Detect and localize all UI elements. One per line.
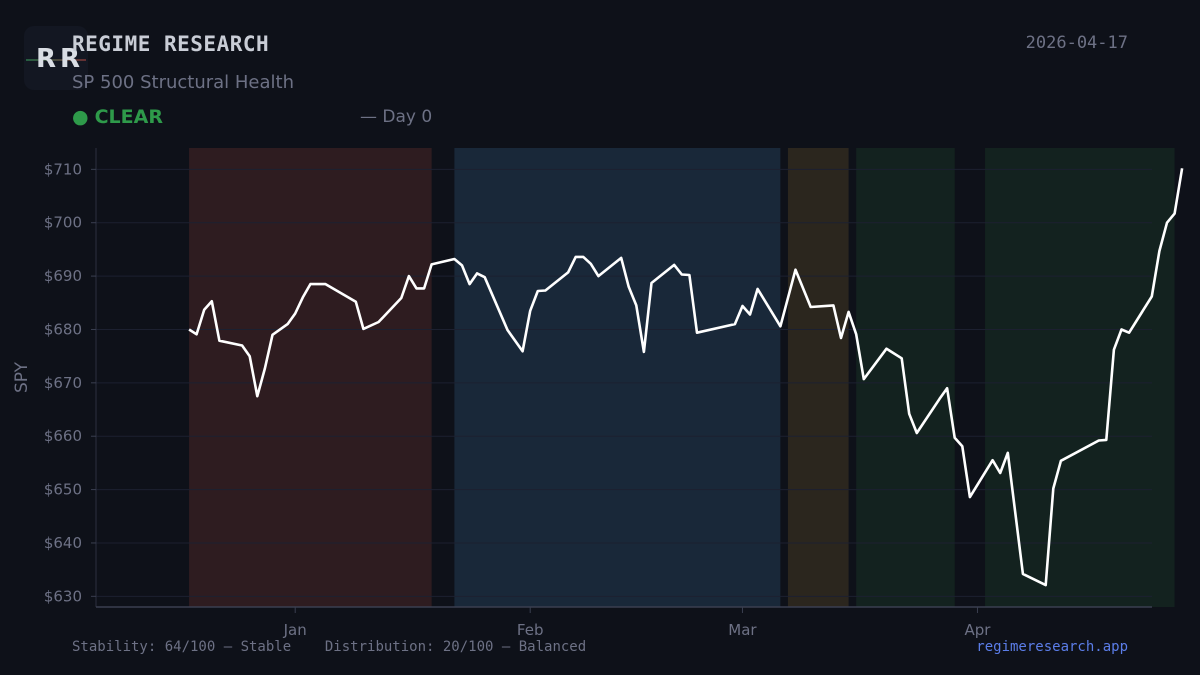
y-tick-label-1: $640 [44,534,82,552]
x-tick-label-2: Mar [728,621,757,639]
price-series [188,168,1184,587]
y-axis-label: SPY [12,361,32,393]
series-line-0 [188,168,1184,587]
brand-title: REGIME RESEARCH [72,32,270,56]
stability-metric: Stability: 64/100 — Stable [72,639,292,655]
y-tick-label-5: $680 [44,320,82,338]
regime-band-4 [985,148,1175,607]
y-tick-label-2: $650 [44,481,82,499]
footer-metrics: Stability: 64/100 — Stable Distribution:… [72,639,586,655]
y-tick-label-6: $690 [44,267,82,285]
distribution-metric: Distribution: 20/100 — Balanced [324,639,587,655]
logo-badge [24,26,88,90]
axes [95,148,1152,608]
y-tick-label-4: $670 [44,374,82,392]
y-tick-label-8: $710 [44,160,82,178]
y-axis-ticks: $630 $640 $650 $660 $670 $680 $690 $700 $710 [44,160,96,605]
y-tick-label-0: $630 [44,587,82,605]
regime-band-0 [189,148,432,607]
x-tick-label-1: Feb [517,621,544,639]
logo-accent-line [26,59,86,61]
status-label: CLEAR [94,106,163,128]
chart-subtitle: SP 500 Structural Health [72,72,294,93]
x-tick-label-3: Apr [964,621,991,639]
logo-text: RR [36,44,85,74]
status-dot-icon: ● [72,106,89,128]
site-link[interactable]: regimeresearch.app [976,639,1128,655]
y-tick-label-3: $660 [44,427,82,445]
x-axis-ticks: Jan Feb Mar Apr [283,607,991,639]
status-day: — Day 0 [360,107,433,127]
y-tick-label-7: $700 [44,214,82,232]
report-date: 2026-04-17 [1025,33,1128,53]
grid-lines [96,168,1152,597]
regime-band-2 [787,148,849,607]
x-tick-label-0: Jan [283,621,307,639]
status-indicator: ● CLEAR [72,106,163,128]
regime-bands [189,148,1175,607]
regime-band-1 [454,148,781,607]
